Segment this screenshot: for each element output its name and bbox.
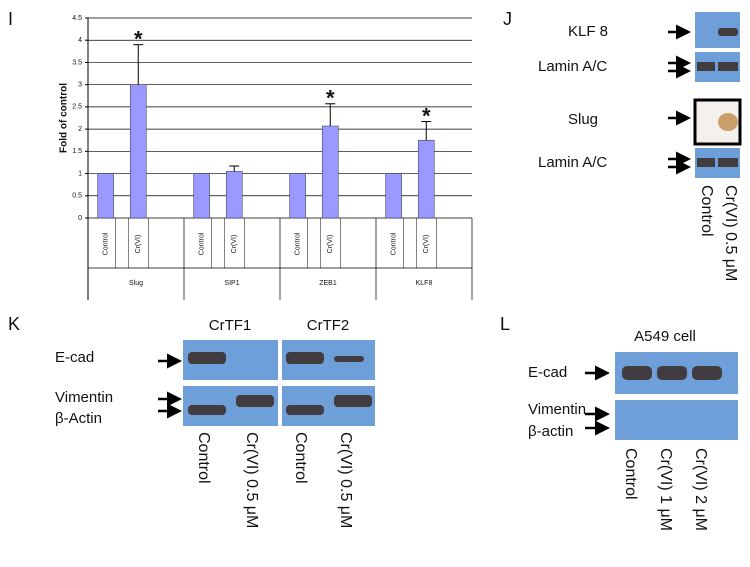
lane-label: Control xyxy=(195,432,212,484)
y-axis-label: Fold of control xyxy=(59,83,70,153)
panel-l: L A549 cell E-cad Vimentin β-actin Contr… xyxy=(500,314,738,531)
bar xyxy=(321,125,339,219)
bar xyxy=(289,173,306,219)
panel-label: I xyxy=(8,9,13,29)
row-label: Vimentin xyxy=(528,401,586,418)
band xyxy=(718,113,738,131)
x-tick-label: Cr(VI) xyxy=(423,235,430,254)
row-label: β-Actin xyxy=(55,410,102,427)
x-tick-label: Cr(VI) xyxy=(135,235,142,254)
group-label: SIP1 xyxy=(224,280,239,287)
significance-mark: * xyxy=(326,86,335,111)
y-tick-label: 1 xyxy=(78,170,82,177)
y-tick-label: 4.5 xyxy=(72,15,82,22)
bar xyxy=(225,171,243,219)
lane-label: Cr(VI) 0.5 μM xyxy=(722,185,739,281)
row-label: Slug xyxy=(568,111,598,128)
band xyxy=(286,352,324,364)
blot xyxy=(615,400,738,440)
band xyxy=(697,62,715,71)
band xyxy=(697,158,715,167)
band xyxy=(622,366,652,380)
bar xyxy=(417,139,435,219)
lane-label: Cr(VI) 0.5 μM xyxy=(243,432,260,528)
row-label: Vimentin xyxy=(55,389,113,406)
y-tick-label: 1.5 xyxy=(72,148,82,155)
lane-label: Control xyxy=(292,432,309,484)
panel-label: K xyxy=(8,314,20,334)
y-tick-label: 3.5 xyxy=(72,59,82,66)
y-tick-label: 0.5 xyxy=(72,193,82,200)
x-tick-label: Control xyxy=(390,232,397,255)
lane-label: Cr(VI) 1 μM xyxy=(657,448,674,531)
blot-title: A549 cell xyxy=(634,328,696,345)
bar xyxy=(193,173,210,219)
lane-label: Cr(VI) 0.5 μM xyxy=(337,432,354,528)
group-label: KLF8 xyxy=(416,280,433,287)
bar xyxy=(97,173,114,219)
y-tick-label: 2 xyxy=(78,126,82,133)
lane-label: Control xyxy=(622,448,639,500)
lane-label: Cr(VI) 2 μM xyxy=(692,448,709,531)
significance-mark: * xyxy=(134,26,143,51)
band xyxy=(718,158,738,167)
row-label: KLF 8 xyxy=(568,23,608,40)
row-label: E-cad xyxy=(528,364,567,381)
group-label: Slug xyxy=(129,280,143,287)
band xyxy=(188,405,226,415)
y-tick-label: 2.5 xyxy=(72,104,82,111)
row-label: Lamin A/C xyxy=(538,154,607,171)
band xyxy=(188,352,226,364)
bar xyxy=(385,173,402,219)
bar-chart: I Fold of control 0 0.5 1 1.5 2 2.5 3 3.5 4 4.5 Sl… xyxy=(8,9,473,300)
row-label: E-cad xyxy=(55,349,94,366)
group-label: CrTF1 xyxy=(209,317,252,334)
panel-j: J KLF 8 Lamin A/C Slug Lamin A/C Control… xyxy=(503,9,742,281)
bar xyxy=(129,84,147,219)
band xyxy=(236,395,274,407)
significance-mark: * xyxy=(422,103,431,128)
panel-label: L xyxy=(500,314,510,334)
y-tick-label: 4 xyxy=(78,37,82,44)
x-tick-label: Control xyxy=(294,232,301,255)
x-tick-label: Cr(VI) xyxy=(327,235,334,254)
panel-label: J xyxy=(503,9,512,29)
band xyxy=(334,356,364,362)
band xyxy=(718,28,738,36)
row-label: β-actin xyxy=(528,423,573,440)
x-tick-label: Cr(VI) xyxy=(231,235,238,254)
panel-k: K CrTF1 CrTF2 E-cad Vimentin β-Actin Con… xyxy=(8,314,375,528)
x-tick-label: Control xyxy=(198,232,205,255)
row-label: Lamin A/C xyxy=(538,58,607,75)
band xyxy=(718,62,738,71)
group-label: CrTF2 xyxy=(307,317,350,334)
band xyxy=(692,366,722,380)
band xyxy=(286,405,324,415)
band xyxy=(657,366,687,380)
lane-label: Control xyxy=(698,185,715,237)
band xyxy=(334,395,372,407)
y-tick-label: 0 xyxy=(78,215,82,222)
group-label: ZEB1 xyxy=(319,280,337,287)
y-tick-label: 3 xyxy=(78,82,82,89)
x-tick-label: Control xyxy=(102,232,109,255)
